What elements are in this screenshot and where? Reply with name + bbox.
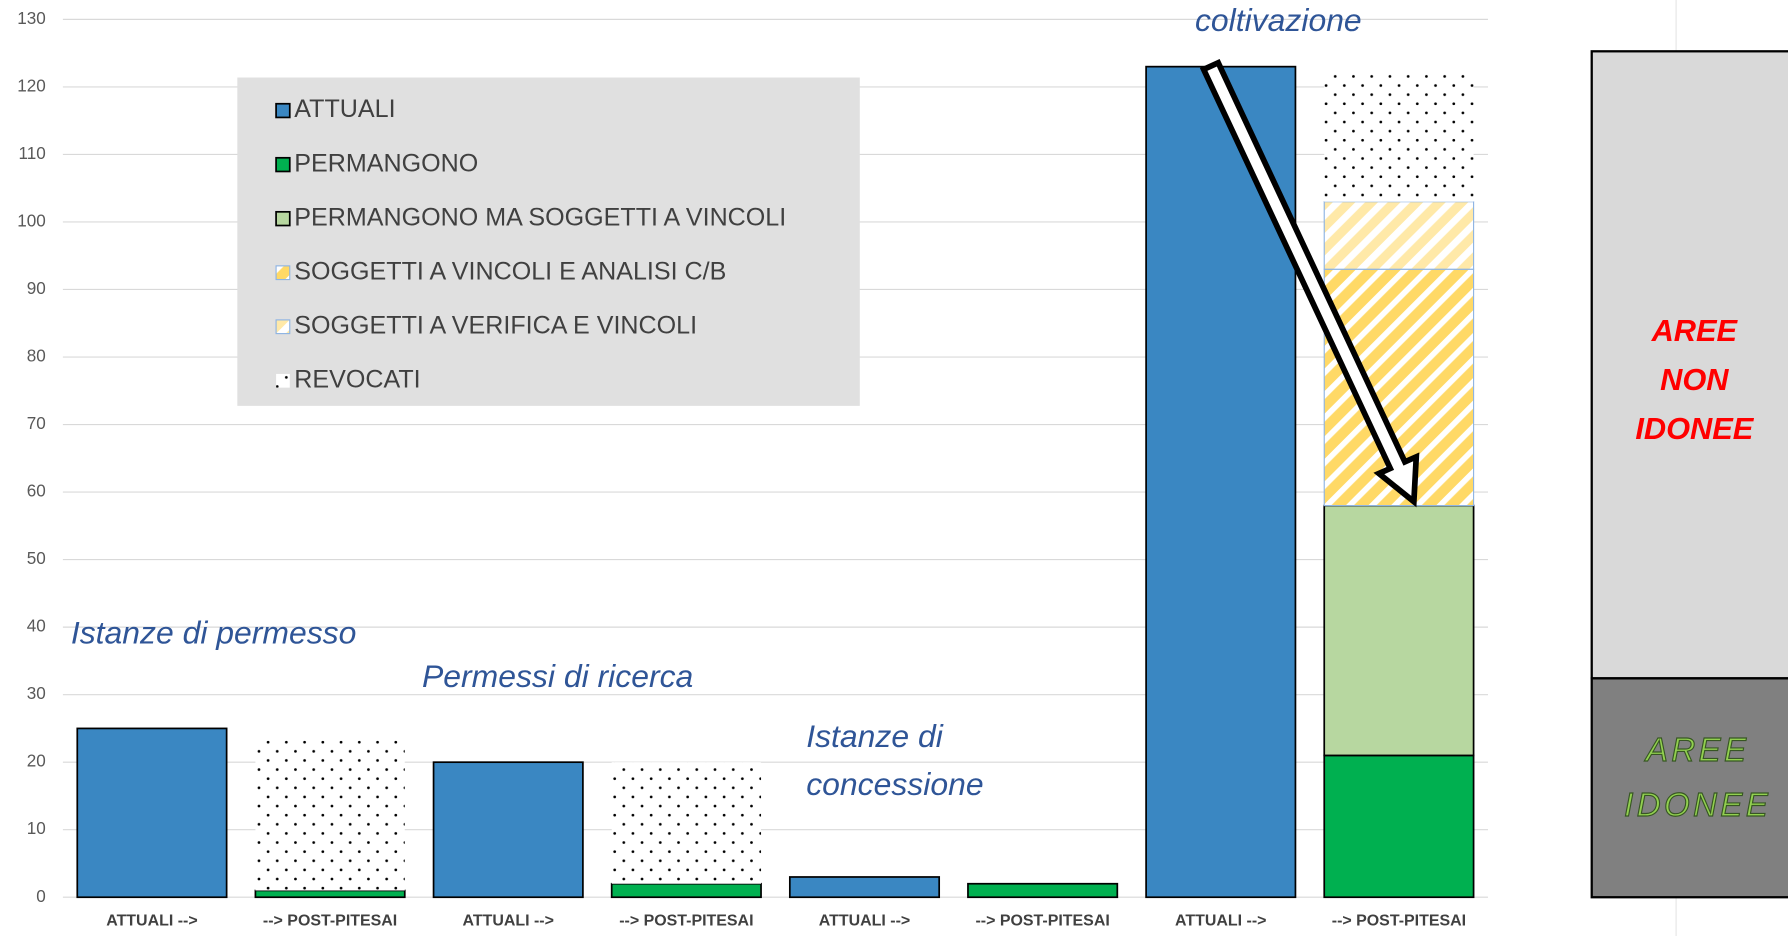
legend-label: SOGGETTI A VERIFICA E VINCOLI: [294, 311, 697, 339]
bar-segment: [610, 882, 762, 899]
x-tick-label: ATTUALI -->: [463, 912, 554, 929]
y-tick-label: 130: [17, 9, 46, 28]
legend-label: SOGGETTI A VINCOLI E ANALISI C/B: [294, 257, 726, 285]
bar-segment: [788, 876, 941, 899]
y-tick-label: 60: [27, 482, 46, 501]
bar-segment: [1323, 201, 1475, 270]
bar-segment: [254, 889, 406, 899]
y-tick-label: 80: [27, 347, 46, 366]
y-tick-label: 110: [19, 144, 46, 163]
arrow: [1199, 59, 1420, 508]
y-tick-label: 30: [27, 684, 46, 703]
legend-swatch: [275, 319, 291, 335]
y-tick-label: 120: [17, 76, 46, 95]
x-tick-label: --> POST-PITESAI: [975, 912, 1109, 929]
legend-label: REVOCATI: [294, 365, 420, 393]
bar-segment: [967, 882, 1119, 899]
panel-label: AREE: [1644, 732, 1750, 769]
annotation: coltivazione: [1195, 2, 1362, 38]
y-tick-label: 50: [27, 549, 46, 568]
legend: ATTUALI PERMANGONO PERMANGONO MA SOGGETTI …: [275, 95, 786, 393]
bar-segment: [611, 762, 762, 884]
y-tick-label: 90: [27, 279, 46, 298]
bar-segment: [1323, 504, 1475, 757]
y-tick-label: 100: [17, 211, 46, 230]
y-tick-label: 70: [27, 414, 46, 433]
bars: [76, 65, 1475, 899]
legend-swatch: [275, 156, 291, 173]
legend-box: [237, 77, 860, 406]
side-panel: AREE NON IDONEE AREE IDONEE: [1624, 313, 1771, 824]
annotation: Permessi di ricerca: [422, 658, 693, 694]
bar-segment: [1324, 73, 1474, 202]
bar-segment: [76, 727, 228, 899]
y-tick-label: 10: [27, 819, 46, 838]
labels: 0 10 20 30 40 50 60 70 80 90 100 110 120 130 ATTUALI -…: [17, 9, 1466, 930]
idonee-panel: [1590, 677, 1788, 899]
panel-label: IDONEE: [1635, 411, 1754, 446]
legend-label: ATTUALI: [294, 95, 395, 123]
legend-swatch: [276, 373, 290, 388]
x-tick-label: --> POST-PITESAI: [1332, 912, 1466, 929]
bar-segment: [255, 735, 405, 891]
annotation: concessione: [806, 766, 983, 802]
y-tick-label: 40: [27, 617, 46, 636]
panel-label: AREE: [1651, 313, 1739, 348]
y-tick-label: 0: [36, 887, 46, 906]
x-tick-label: --> POST-PITESAI: [619, 912, 753, 929]
x-tick-label: ATTUALI -->: [106, 912, 197, 929]
panel-label: IDONEE: [1624, 787, 1771, 824]
legend-label: PERMANGONO MA SOGGETTI A VINCOLI: [294, 203, 786, 231]
y-tick-label: 20: [27, 752, 46, 771]
legend-swatch: [275, 102, 291, 119]
x-tick-label: ATTUALI -->: [1175, 912, 1266, 929]
annotation: Istanze di: [806, 718, 943, 754]
annotations: Istanze di permesso Permessi di ricerca Is…: [71, 2, 1362, 802]
bar-segment: [432, 761, 584, 899]
x-tick-label: --> POST-PITESAI: [263, 912, 397, 929]
bar-segment: [1323, 754, 1475, 899]
legend-swatch: [275, 210, 291, 227]
non-idonee-panel: [1590, 50, 1788, 680]
panel-label: NON: [1660, 362, 1729, 397]
legend-label: PERMANGONO: [294, 149, 478, 177]
x-tick-label: ATTUALI -->: [819, 912, 910, 929]
annotation: Istanze di permesso: [71, 614, 357, 650]
legend-swatch: [275, 265, 291, 281]
